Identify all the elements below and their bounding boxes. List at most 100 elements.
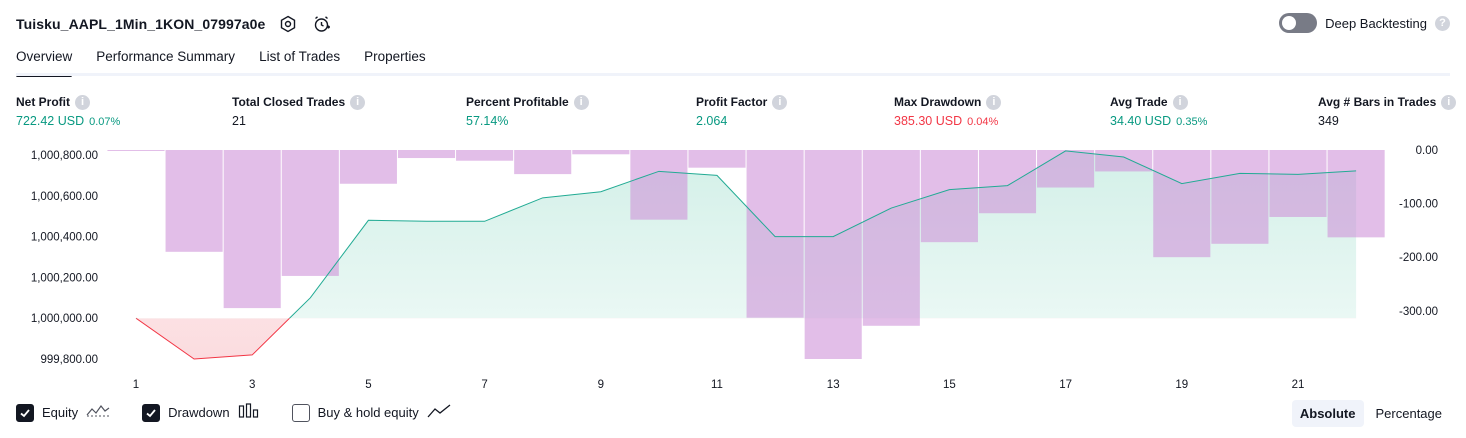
deep-backtesting-control: Deep Backtesting ?: [1279, 13, 1450, 33]
info-icon[interactable]: i: [986, 94, 1002, 110]
metric-percent: 0.07%: [89, 116, 121, 128]
drawdown-bar: [339, 150, 397, 184]
alert-clock-icon[interactable]: [311, 13, 333, 35]
drawdown-bar: [1037, 150, 1095, 188]
right-axis-tick: 0.00: [1416, 145, 1438, 157]
metric-profit-factor: Profit Factor i 2.064: [696, 94, 788, 128]
equity-checkbox[interactable]: [16, 403, 34, 422]
metric-value: 2.064: [696, 114, 728, 128]
metric-label: Percent Profitable: [466, 95, 569, 109]
tab-divider: [16, 73, 1450, 76]
metric-value: 34.40 USD: [1110, 114, 1172, 128]
info-icon[interactable]: i: [772, 94, 788, 110]
metric-label: Net Profit: [16, 95, 70, 109]
drawdown-bar: [1269, 150, 1327, 217]
metric-value: 21: [232, 114, 246, 128]
left-axis-tick: 1,000,000.00: [31, 313, 98, 325]
scale-mode-switch: Absolute Percentage: [1291, 400, 1450, 427]
metric-avg-trade: Avg Trade i 34.40 USD 0.35%: [1110, 94, 1207, 128]
chart-legend: Equity Drawdown Buy & hold equity: [16, 403, 483, 422]
drawdown-bar: [688, 150, 746, 168]
drawdown-bar: [397, 150, 456, 159]
x-axis-tick: 7: [481, 379, 487, 391]
drawdown-bar: [281, 150, 339, 276]
legend-label: Equity: [42, 405, 79, 420]
drawdown-bar: [165, 150, 223, 252]
x-axis-tick: 3: [249, 379, 255, 391]
right-axis-tick: -200.00: [1399, 252, 1438, 264]
legend-label: Drawdown: [168, 405, 230, 420]
metric-percent: 0.35%: [1176, 116, 1208, 128]
metric-label: Avg Trade: [1110, 95, 1168, 109]
drawdown-bar: [1327, 150, 1385, 238]
x-axis-tick: 5: [365, 379, 371, 391]
drawdown-bar: [1095, 150, 1153, 172]
tab-performance-summary[interactable]: Performance Summary: [96, 49, 236, 64]
help-icon[interactable]: ?: [1435, 15, 1450, 31]
equity-line: [135, 150, 1357, 319]
drawdown-bar: [456, 150, 514, 161]
right-axis-tick: -300.00: [1399, 306, 1438, 318]
tab-properties[interactable]: Properties: [364, 49, 426, 64]
drawdown-bar: [978, 150, 1037, 214]
metric-max-drawdown: Max Drawdown i 385.30 USD 0.04%: [894, 94, 1002, 128]
deep-backtesting-toggle[interactable]: [1279, 13, 1318, 33]
metric-value: 722.42 USD: [16, 114, 85, 128]
info-icon[interactable]: i: [75, 94, 90, 110]
absolute-button[interactable]: Absolute: [1291, 400, 1364, 427]
legend-buy-hold-equity[interactable]: Buy & hold equity: [291, 403, 451, 422]
left-axis-tick: 999,800.00: [40, 354, 98, 366]
metric-label: Avg # Bars in Trades: [1318, 95, 1437, 109]
strategy-title: Tuisku_AAPL_1Min_1KON_07997a0e: [16, 16, 266, 32]
metric-label: Max Drawdown: [894, 95, 982, 109]
drawdown-bar: [572, 150, 630, 155]
drawdown-bar: [1211, 150, 1269, 244]
x-axis-tick: 15: [943, 379, 956, 391]
x-axis-tick: 1: [133, 379, 139, 391]
drawdown-bar: [514, 150, 572, 175]
metric-avg-bars-in-trades: Avg # Bars in Trades i 349: [1318, 94, 1457, 128]
legend-label: Buy & hold equity: [317, 405, 419, 420]
drawdown-bar: [746, 150, 804, 318]
equity-line-icon: [86, 403, 110, 422]
buy-hold-checkbox[interactable]: [291, 403, 310, 422]
drawdown-bar: [107, 150, 165, 151]
metric-value: 349: [1318, 114, 1339, 128]
settings-gear-icon[interactable]: [277, 13, 299, 35]
metric-label: Total Closed Trades: [232, 95, 346, 109]
metric-net-profit: Net Profit i 722.42 USD 0.07%: [16, 94, 120, 128]
right-axis-tick: -100.00: [1399, 199, 1438, 211]
left-axis-tick: 1,000,600.00: [31, 191, 98, 203]
x-axis-tick: 19: [1175, 379, 1188, 391]
x-axis-tick: 13: [827, 379, 840, 391]
left-axis-tick: 1,000,800.00: [31, 150, 98, 162]
metric-total-closed-trades: Total Closed Trades i 21: [232, 94, 366, 128]
tab-list-of-trades[interactable]: List of Trades: [259, 49, 341, 64]
strategy-header: Tuisku_AAPL_1Min_1KON_07997a0e: [16, 12, 333, 36]
drawdown-bar: [630, 150, 688, 220]
metric-percent: 0.04%: [967, 116, 999, 128]
metric-value: 57.14%: [466, 114, 509, 128]
info-icon[interactable]: i: [573, 94, 589, 110]
left-axis-tick: 1,000,200.00: [31, 272, 98, 284]
x-axis-tick: 9: [598, 379, 604, 391]
deep-backtesting-label: Deep Backtesting: [1325, 15, 1427, 31]
percentage-button[interactable]: Percentage: [1375, 406, 1443, 421]
metric-percent-profitable: Percent Profitable i 57.14%: [466, 94, 589, 128]
info-icon[interactable]: i: [350, 94, 366, 110]
info-icon[interactable]: i: [1441, 94, 1457, 110]
x-axis-tick: 11: [711, 379, 723, 391]
equity-area: [136, 150, 1357, 319]
drawdown-bar: [804, 150, 862, 359]
drawdown-bar: [1153, 150, 1211, 258]
equity-loss-area: [136, 318, 290, 359]
drawdown-bar: [223, 150, 281, 309]
legend-equity[interactable]: Equity: [16, 403, 110, 422]
legend-drawdown[interactable]: Drawdown: [142, 403, 259, 422]
x-axis-tick: 21: [1292, 379, 1305, 391]
info-icon[interactable]: i: [1172, 94, 1188, 110]
drawdown-checkbox[interactable]: [142, 403, 161, 422]
drawdown-bar: [862, 150, 920, 326]
trend-line-icon: [427, 403, 451, 422]
